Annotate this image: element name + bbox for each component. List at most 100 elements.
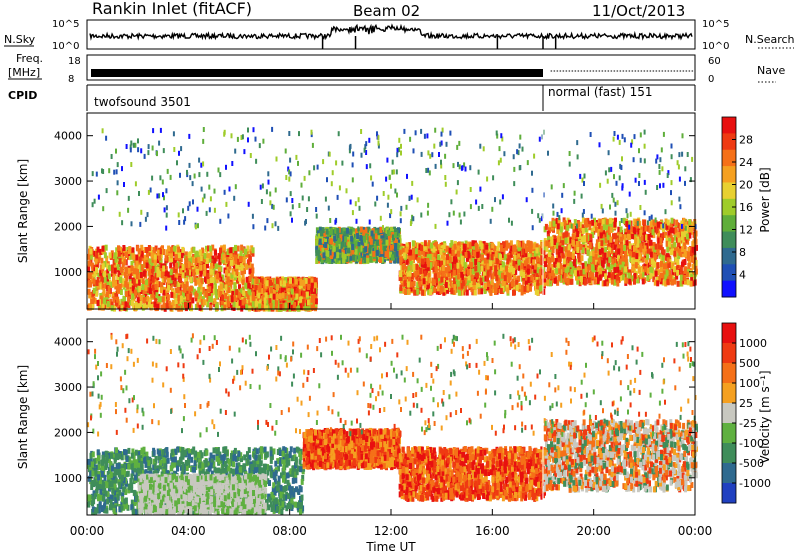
data-cell [153, 259, 157, 266]
data-cell [230, 304, 234, 311]
data-cell [136, 245, 140, 252]
data-cell [206, 295, 210, 302]
data-cell [88, 292, 92, 299]
data-cell [184, 305, 188, 312]
data-cell [225, 263, 229, 270]
nave-tick-bottom: 0 [708, 74, 714, 85]
data-cell [239, 250, 243, 257]
data-cell [130, 260, 134, 267]
data-cell [154, 284, 158, 290]
data-cell [197, 287, 201, 294]
data-cell [105, 293, 108, 300]
data-cell [96, 299, 100, 306]
data-cell [187, 266, 191, 273]
data-cell [226, 296, 230, 303]
data-cell [140, 244, 144, 251]
data-cell [117, 287, 120, 294]
data-cell [169, 277, 173, 284]
data-cell [151, 265, 155, 272]
data-cell [189, 276, 193, 283]
data-cell [210, 282, 214, 289]
data-cell [235, 301, 239, 308]
data-cell [91, 299, 94, 306]
data-cell [161, 276, 165, 283]
data-cell [156, 257, 159, 264]
data-cell [349, 229, 353, 236]
data-cell [173, 245, 177, 252]
data-cell [198, 264, 202, 271]
data-cell [382, 238, 386, 245]
data-cell [219, 247, 222, 254]
data-cell [216, 273, 220, 280]
data-cell [187, 288, 191, 295]
data-cell [104, 283, 108, 290]
nsearch-tick-bottom: 10^0 [702, 41, 729, 52]
data-cell [225, 269, 228, 276]
data-cell [265, 280, 269, 287]
data-cell [154, 272, 158, 279]
data-cell [222, 244, 226, 251]
data-cell [157, 296, 161, 303]
data-cell [87, 265, 91, 272]
data-cell [450, 240, 454, 247]
freq-label-top: Freq. [16, 52, 43, 65]
data-cell [245, 304, 249, 311]
data-cell [217, 262, 221, 269]
data-cell [226, 276, 230, 283]
data-cell [129, 277, 133, 284]
data-cell [240, 247, 244, 254]
data-cell [199, 270, 203, 277]
data-cell [87, 253, 91, 260]
data-cell [94, 258, 98, 265]
data-cell [202, 299, 206, 306]
data-cell [107, 285, 111, 292]
data-cell [156, 303, 160, 310]
data-cell [232, 305, 236, 311]
data-cell [238, 275, 242, 282]
data-cell [162, 249, 166, 255]
data-cell [105, 255, 109, 262]
data-cell [161, 296, 165, 303]
data-cell [214, 249, 217, 256]
data-cell [241, 299, 245, 306]
data-cell [375, 239, 379, 246]
data-cell [172, 250, 176, 257]
data-cell [229, 251, 233, 258]
data-cell [228, 263, 232, 270]
data-cell [224, 293, 228, 299]
data-cell [229, 282, 233, 289]
data-cell [101, 245, 105, 252]
data-cell [307, 284, 311, 290]
data-cell [176, 300, 180, 307]
data-cell [116, 283, 120, 290]
data-cell [242, 254, 246, 260]
data-cell [135, 254, 139, 261]
data-cell [284, 302, 288, 309]
data-cell [197, 296, 201, 303]
data-cell [157, 271, 161, 278]
data-cell [177, 246, 181, 253]
data-cell [383, 246, 387, 252]
data-cell [113, 267, 117, 274]
data-cell [248, 289, 252, 296]
cpid-program-2: normal (fast) 151 [548, 85, 652, 99]
data-cell [240, 256, 244, 263]
data-cell [302, 290, 306, 297]
data-cell [142, 270, 146, 277]
data-cell [394, 245, 397, 252]
data-cell [221, 257, 225, 264]
data-cell [251, 247, 255, 254]
data-cell [213, 298, 217, 305]
data-cell [310, 287, 314, 294]
data-cell [164, 270, 168, 277]
data-cell [92, 287, 96, 294]
data-cell [177, 281, 181, 287]
data-cell [174, 263, 178, 269]
data-cell [97, 257, 101, 264]
data-cell [263, 297, 267, 304]
data-cell [118, 305, 122, 312]
data-cell [165, 249, 169, 256]
data-cell [100, 275, 104, 282]
data-cell [240, 264, 244, 271]
data-cell [529, 285, 532, 292]
